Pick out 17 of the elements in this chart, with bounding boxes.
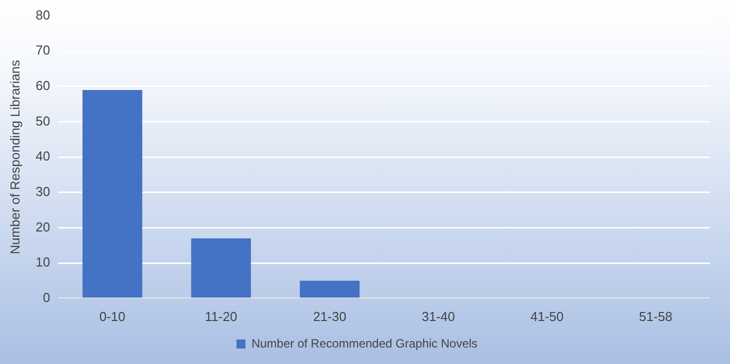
y-axis-title: Number of Responding Librarians — [7, 59, 22, 254]
x-tick-label: 41-50 — [530, 308, 564, 324]
y-tick-label: 50 — [36, 113, 50, 128]
x-tick-label: 21-30 — [313, 308, 346, 324]
x-tick-label: 0-10 — [99, 308, 126, 324]
legend-label: Number of Recommended Graphic Novels — [251, 336, 478, 350]
x-tick-label: 11-20 — [204, 308, 238, 324]
y-tick-label: 70 — [36, 42, 50, 58]
y-tick-label: 60 — [36, 78, 50, 94]
y-tick-label: 0 — [42, 290, 50, 305]
x-tick-label: 31-40 — [422, 308, 455, 324]
y-tick-label: 10 — [36, 254, 50, 270]
x-tick-label: 51-58 — [639, 308, 672, 324]
y-tick-label: 20 — [36, 219, 50, 234]
y-tick-label: 30 — [36, 184, 50, 200]
y-tick-label: 80 — [36, 7, 50, 22]
y-tick-label: 40 — [36, 148, 50, 164]
